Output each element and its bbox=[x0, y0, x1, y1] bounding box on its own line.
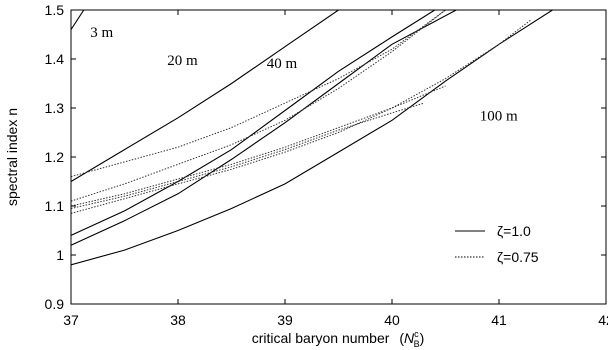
y-tick-label: 0.9 bbox=[45, 296, 65, 312]
y-tick-label: 1.4 bbox=[45, 51, 65, 67]
series-line-2 bbox=[71, 10, 436, 236]
y-tick-label: 1.2 bbox=[45, 149, 65, 165]
x-tick-label: 41 bbox=[491, 312, 507, 328]
y-tick-label: 1.3 bbox=[45, 100, 65, 116]
x-axis-symbol-sub: B bbox=[414, 339, 420, 349]
series-line-3 bbox=[71, 10, 457, 246]
y-axis-title: spectral index n bbox=[4, 108, 20, 206]
x-tick-label: 38 bbox=[170, 312, 186, 328]
series-line-7 bbox=[71, 19, 532, 214]
series-line-8 bbox=[71, 85, 446, 207]
x-axis-title-text: critical baryon number bbox=[252, 330, 390, 346]
curve-label: 100 m bbox=[480, 108, 518, 124]
x-tick-label: 39 bbox=[277, 312, 293, 328]
series-line-5 bbox=[71, 10, 446, 178]
x-tick-label: 37 bbox=[63, 312, 79, 328]
x-tick-label: 40 bbox=[384, 312, 400, 328]
legend-label-zeta-1: ζ=1.0 bbox=[497, 223, 531, 239]
series-line-1 bbox=[71, 10, 339, 182]
x-tick-label: 42 bbox=[598, 312, 608, 328]
curve-label: 20 m bbox=[167, 53, 198, 69]
curve-label: 40 m bbox=[267, 56, 298, 72]
series-line-6 bbox=[71, 10, 446, 202]
x-axis-symbol: N bbox=[404, 330, 415, 346]
legend: ζ=1.0 ζ=0.75 bbox=[455, 223, 539, 265]
x-axis-symbol-sup: c bbox=[414, 329, 419, 339]
y-tick-label: 1 bbox=[56, 247, 64, 263]
y-tick-label: 1.5 bbox=[45, 2, 65, 18]
series-line-9 bbox=[71, 102, 425, 209]
curve-label: 3 m bbox=[90, 25, 113, 41]
legend-label-zeta-075: ζ=0.75 bbox=[497, 249, 539, 265]
series-line-0 bbox=[71, 10, 85, 30]
x-axis-title: critical baryon number (Nc B) bbox=[252, 329, 425, 349]
series-line-4 bbox=[71, 10, 553, 266]
y-tick-label: 1.1 bbox=[45, 198, 65, 214]
